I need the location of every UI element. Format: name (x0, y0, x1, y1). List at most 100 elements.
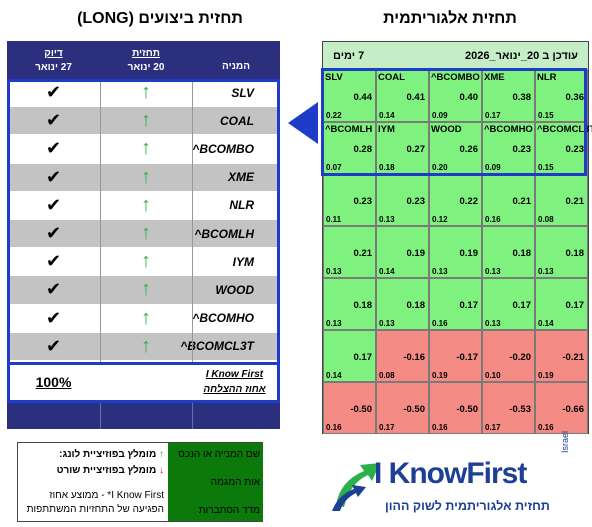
up-arrow-icon: ↑ (141, 278, 151, 301)
forecast-title: תחזית אלגוריתמית (383, 10, 517, 27)
cell-asset-name: SLV (325, 72, 343, 83)
summary-highlight-box (7, 362, 280, 403)
legend-note-line2: הפגיעה של התחזיות המשתתפות (26, 504, 164, 515)
cell-asset-name: WOOD (431, 124, 462, 135)
up-arrow-icon: ↑ (141, 334, 151, 357)
table-row: ✔ ↑ ^BCOMHO (7, 304, 280, 333)
cell-signal: 0.18 (353, 300, 373, 311)
cell-asset-name: COAL (378, 72, 405, 83)
legend-probability: מדד הסתברות (198, 505, 260, 516)
cell-signal: 0.21 (565, 196, 585, 207)
heatmap-row: -0.50 0.16 -0.50 0.17 -0.50 0.16 -0.53 0.17 -0.6… (323, 382, 588, 434)
cell-signal: 0.27 (406, 144, 426, 155)
heatmap-row: 0.23 0.11 0.23 0.13 0.22 0.12 0.21 0.16 0.21 0.08 (323, 174, 588, 226)
success-rate-value: 100% (35, 374, 72, 390)
cell-probability: 0.16 (326, 423, 342, 432)
cell-asset-name: ^BCOMLH (325, 124, 373, 135)
cell-probability: 0.16 (432, 319, 448, 328)
legend-asset-name: שם המנייה או הנכס (178, 449, 260, 460)
logo-tagline: תחזית אלגוריתמית לשוק ההון (385, 499, 550, 513)
performance-table-header: דיוק 27 ינואר תחזית 20 ינואר המניה (7, 41, 280, 79)
heatmap-row: SLV 0.44 0.22 COAL 0.41 0.14 ^BCOMBO 0.40 0.09 XM… (323, 70, 588, 122)
company-logo: I KnowFirst Israel תחזית אלגוריתמית לשוק… (330, 431, 590, 525)
cell-probability: 0.13 (326, 319, 342, 328)
cell-signal: -0.50 (456, 404, 478, 415)
check-icon: ✔ (45, 335, 62, 356)
heatmap-cell: 0.17 0.14 (535, 278, 588, 330)
heatmap-cell: SLV 0.44 0.22 (323, 70, 376, 122)
table-row: ✔ ↑ XME (7, 163, 280, 192)
heatmap-cell: 0.21 0.13 (323, 226, 376, 278)
column-divider (100, 79, 101, 404)
heatmap-row: 0.17 0.14 -0.16 0.08 -0.17 0.19 -0.20 0.10 -0.21… (323, 330, 588, 382)
cell-signal: 0.23 (512, 144, 532, 155)
cell-signal: 0.22 (459, 196, 479, 207)
heatmap-cell: 0.17 0.13 (482, 278, 535, 330)
success-rate-caption: אחוז ההצלחה (203, 384, 266, 395)
cell-signal: 0.21 (353, 248, 373, 259)
top10-highlight-box (7, 79, 280, 365)
cell-signal: 0.44 (353, 92, 373, 103)
heatmap-highlight-box (321, 68, 587, 176)
asset-name: ^BCOMBO (192, 141, 254, 156)
cell-probability: 0.19 (432, 371, 448, 380)
cell-probability: 0.22 (326, 111, 342, 120)
legend-short: ↓ מומלץ בפוזיציית שורט (57, 465, 164, 476)
cell-probability: 0.16 (485, 215, 501, 224)
heatmap-horizon: 7 ימים (333, 49, 365, 62)
legend-explanations: ↑ מומלץ בפוזיציית לונג: ↓ מומלץ בפוזיציי… (18, 443, 168, 521)
cell-probability: 0.08 (379, 371, 395, 380)
cell-signal: 0.40 (459, 92, 479, 103)
cell-probability: 0.14 (326, 371, 342, 380)
check-icon: ✔ (45, 223, 62, 244)
cell-signal: 0.17 (512, 300, 532, 311)
heatmap-row: ^BCOMLH 0.28 0.07 IYM 0.27 0.18 WOOD 0.26 0.20 ^B… (323, 122, 592, 174)
heatmap-cell: 0.21 0.16 (482, 174, 535, 226)
legend-note: I Know First* - ממוצע אחוז הפגיעה של התח… (18, 489, 164, 517)
cell-signal: 0.18 (406, 300, 426, 311)
cell-signal: 0.23 (406, 196, 426, 207)
cell-signal: -0.16 (403, 352, 425, 363)
forecast-heatmap: עודכן ב 20_ינואר_2026 7 ימים SLV 0.44 0.22… (322, 41, 592, 434)
cell-signal: 0.18 (512, 248, 532, 259)
heatmap-cell: 0.18 0.13 (323, 278, 376, 330)
cell-asset-name: IYM (378, 124, 395, 135)
heatmap-cell: 0.23 0.11 (323, 174, 376, 226)
check-icon: ✔ (45, 194, 62, 215)
cell-probability: 0.13 (485, 319, 501, 328)
cell-probability: 0.17 (485, 111, 501, 120)
logo-swoosh-icon (332, 463, 380, 511)
cell-signal: 0.21 (512, 196, 532, 207)
heatmap-cell: 0.18 0.13 (535, 226, 588, 278)
cell-signal: -0.66 (562, 404, 584, 415)
up-arrow-icon: ↑ (141, 137, 151, 160)
cell-signal: 0.17 (459, 300, 479, 311)
asset-name: IYM (232, 254, 254, 269)
legend: ↑ מומלץ בפוזיציית לונג: ↓ מומלץ בפוזיציי… (17, 442, 263, 522)
performance-table-footer (7, 401, 280, 429)
heatmap-header: עודכן ב 20_ינואר_2026 7 ימים (323, 42, 588, 70)
heatmap-cell: COAL 0.41 0.14 (376, 70, 429, 122)
asset-name: XME (227, 170, 254, 185)
heatmap-cell: -0.53 0.17 (482, 382, 535, 434)
performance-table: דיוק 27 ינואר תחזית 20 ינואר המניה ✔ ↑ SLV… (7, 41, 280, 429)
cell-signal: -0.17 (456, 352, 478, 363)
cell-probability: 0.13 (432, 267, 448, 276)
cell-asset-name: ^BCOMBO (431, 72, 480, 83)
check-icon: ✔ (45, 279, 62, 300)
table-row: ✔ ↑ ^BCOMCL3T (7, 332, 280, 361)
check-icon: ✔ (45, 307, 62, 328)
legend-long-text: מומלץ בפוזיציית לונג: (59, 449, 157, 460)
legend-short-text: מומלץ בפוזיציית שורט (56, 465, 157, 476)
cell-probability: 0.12 (432, 215, 448, 224)
forecast-header-date: 20 ינואר (127, 62, 165, 73)
logo-brand-b: First (466, 457, 527, 490)
check-icon: ✔ (45, 166, 62, 187)
heatmap-cell: 0.23 0.13 (376, 174, 429, 226)
heatmap-cell: -0.50 0.17 (376, 382, 429, 434)
up-arrow-icon: ↑ (141, 193, 151, 216)
cell-probability: 0.15 (538, 163, 554, 172)
heatmap-cell: 0.19 0.14 (376, 226, 429, 278)
up-arrow-icon: ↑ (141, 306, 151, 329)
cell-signal: 0.38 (512, 92, 532, 103)
